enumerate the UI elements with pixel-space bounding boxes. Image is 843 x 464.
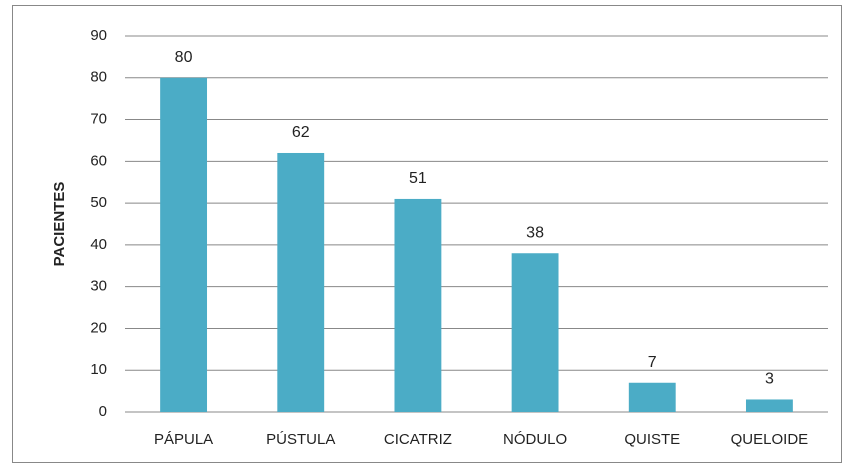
bar	[394, 198, 442, 412]
y-tick-label: 0	[99, 403, 107, 420]
bar	[511, 253, 559, 412]
y-axis-label: PACIENTES	[51, 182, 68, 267]
data-label: 62	[292, 124, 310, 141]
x-tick-label: QUELOIDE	[731, 431, 809, 448]
bar	[745, 399, 793, 412]
bar	[277, 152, 325, 412]
x-tick-label: CICATRIZ	[384, 431, 452, 448]
bar	[160, 77, 208, 413]
y-tick-label: 50	[90, 194, 107, 211]
x-tick-label: PÚSTULA	[266, 431, 335, 448]
y-tick-label: 30	[90, 278, 107, 295]
x-tick-label: QUISTE	[624, 431, 680, 448]
x-tick-label: NÓDULO	[503, 431, 567, 448]
data-label: 51	[409, 170, 427, 187]
y-tick-label: 70	[90, 111, 107, 128]
data-label: 3	[765, 371, 774, 388]
y-tick-label: 40	[90, 236, 107, 253]
bar	[628, 382, 676, 412]
data-label: 7	[648, 354, 657, 371]
y-tick-label: 10	[90, 361, 107, 378]
y-tick-label: 60	[90, 152, 107, 169]
y-tick-label: 20	[90, 319, 107, 336]
y-tick-label: 80	[90, 69, 107, 86]
y-tick-label: 90	[90, 27, 107, 44]
x-tick-label: PÁPULA	[154, 431, 213, 448]
data-label: 80	[175, 49, 193, 66]
data-label: 38	[526, 224, 544, 241]
